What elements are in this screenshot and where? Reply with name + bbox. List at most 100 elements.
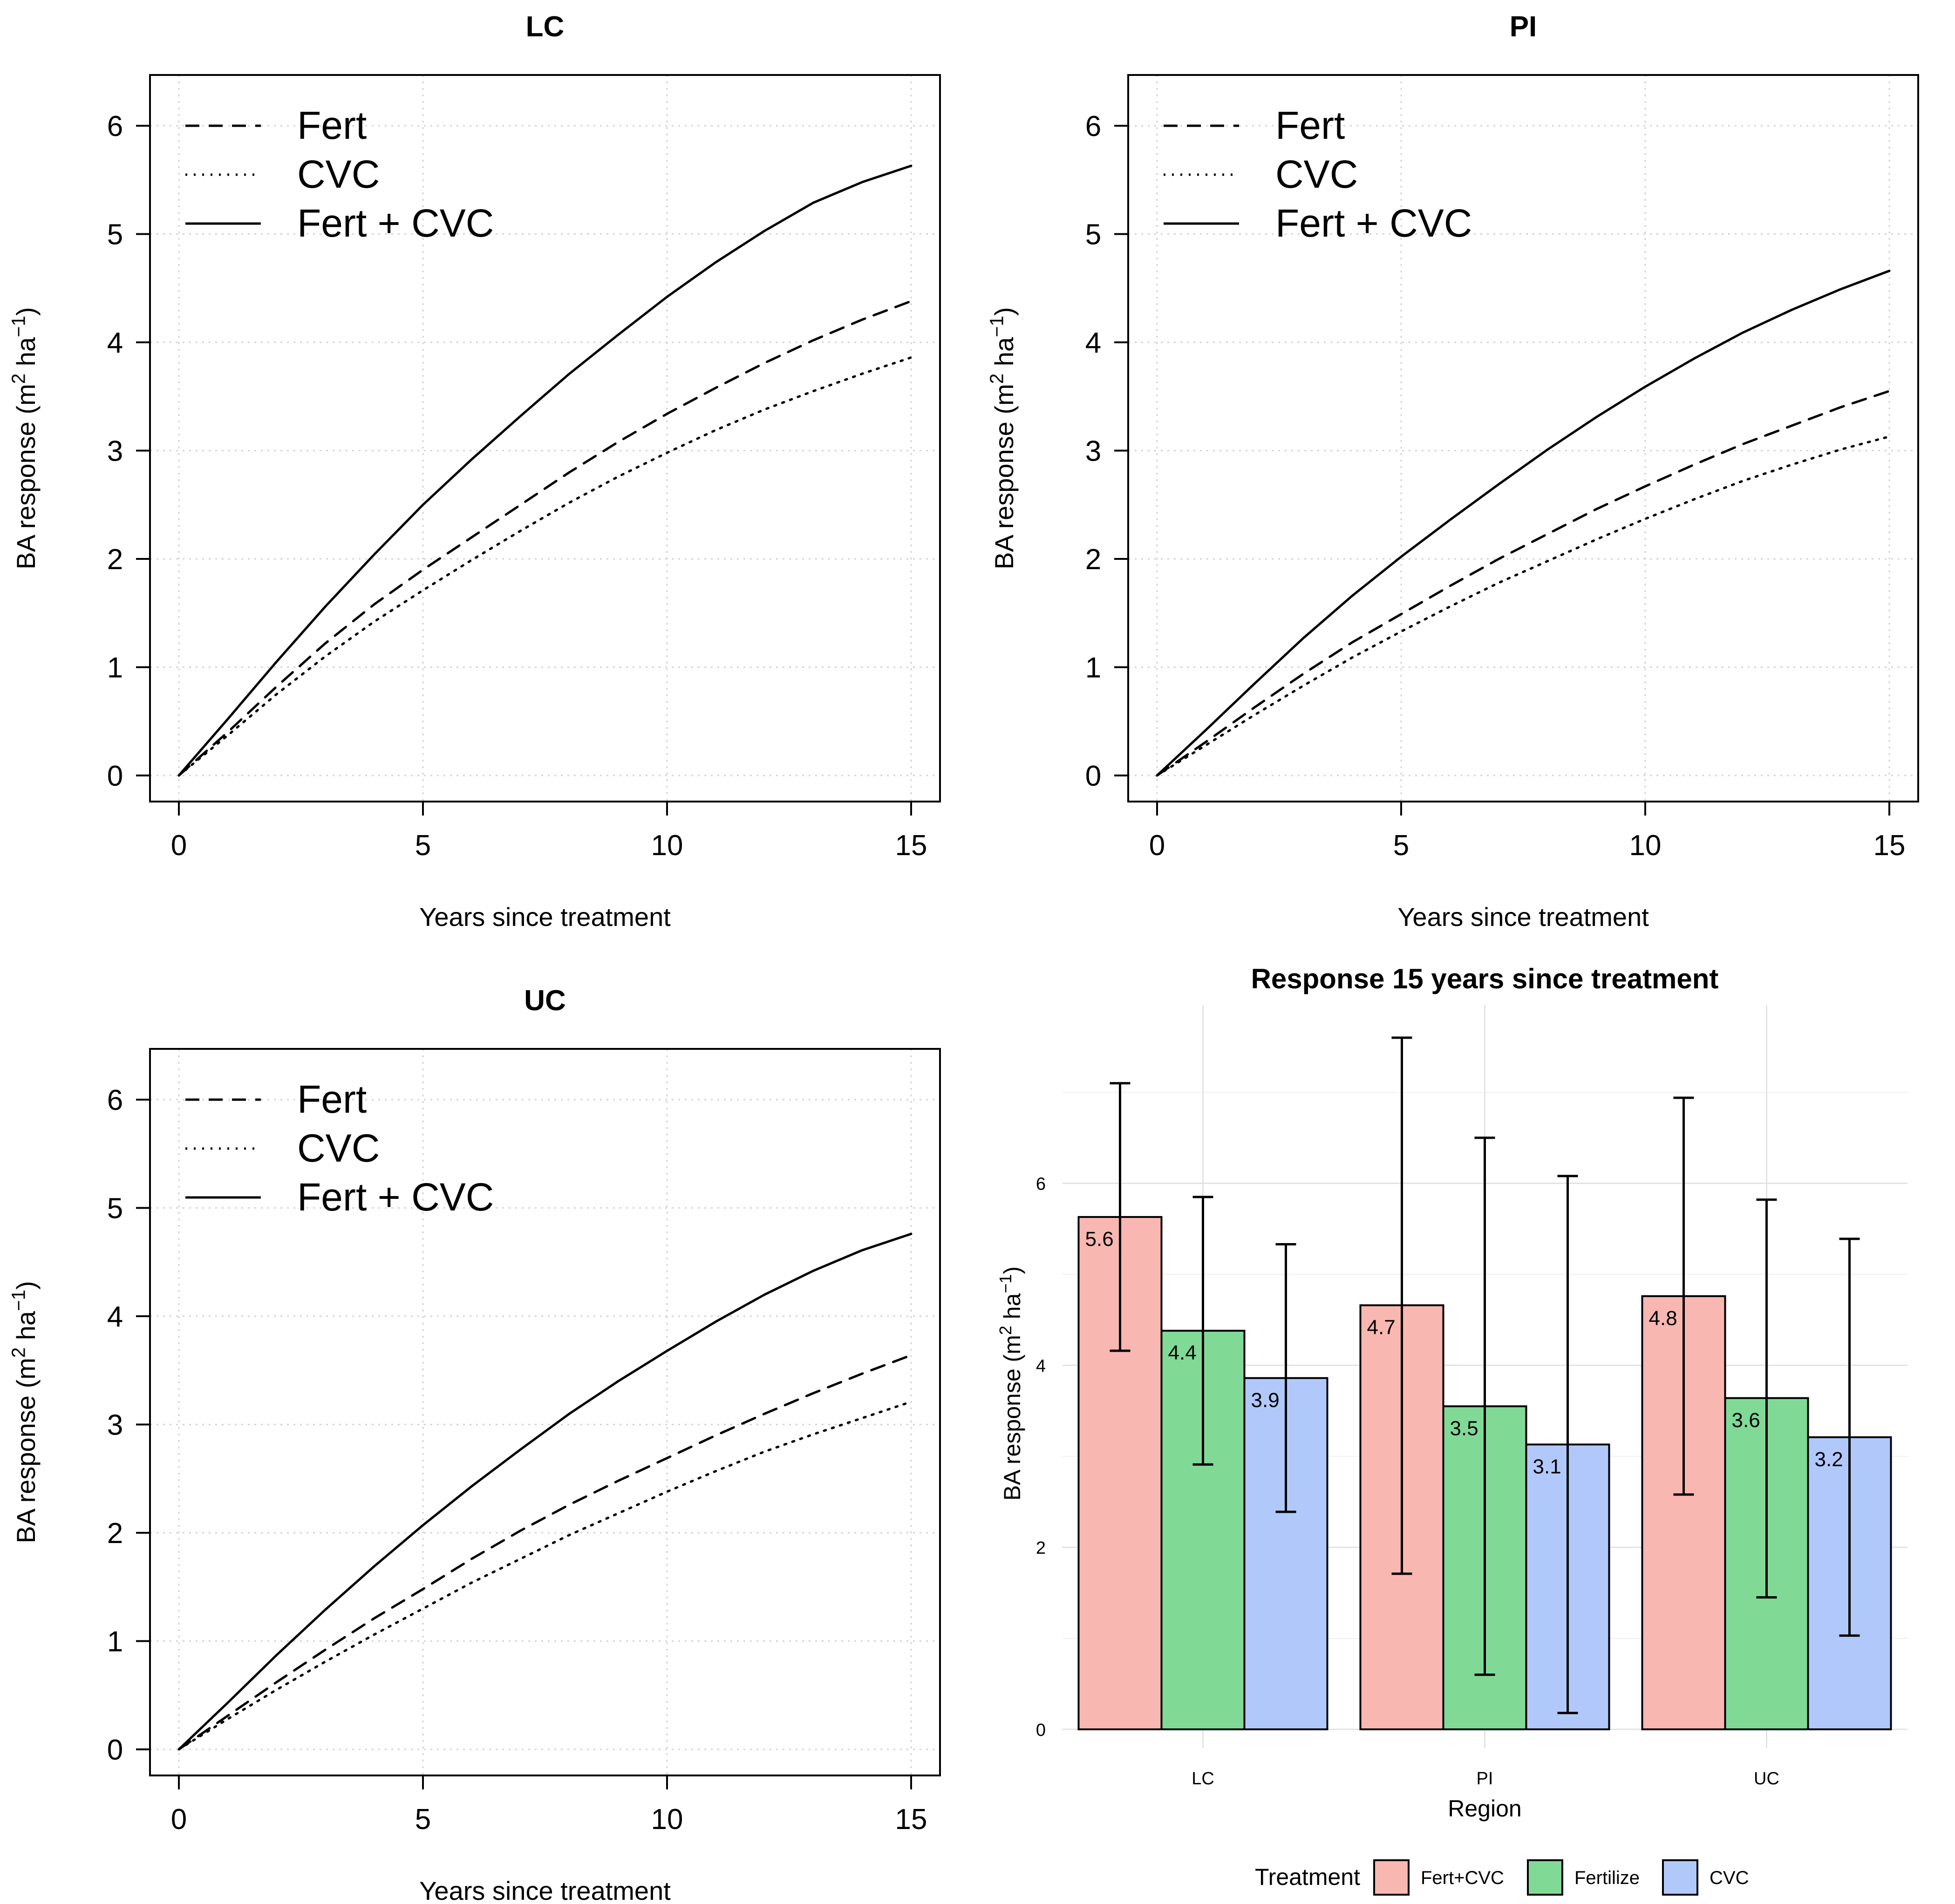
- y-axis-label-part: BA response (m: [999, 1335, 1025, 1501]
- x-tick-label: 5: [1393, 830, 1409, 862]
- x-tick-label: 5: [415, 830, 431, 862]
- series-line-fert: [177, 1354, 913, 1751]
- y-tick-label: 3: [107, 1409, 123, 1442]
- y-tick-label: 4: [1085, 327, 1101, 359]
- legend-label: CVC: [1275, 152, 1358, 196]
- panel-title: Response 15 years since treatment: [1251, 963, 1719, 994]
- legend-label: CVC: [1710, 1868, 1749, 1888]
- error-bar: [1110, 1082, 1131, 1352]
- x-tick-label: 15: [1873, 830, 1906, 862]
- panel-title: PI: [1510, 11, 1537, 43]
- y-tick-label: 3: [107, 435, 123, 468]
- y-tick-label: 5: [107, 219, 123, 251]
- y-tick-label: 2: [107, 1517, 123, 1550]
- legend-label: Fert: [297, 1077, 367, 1121]
- bar-value-label: 3.1: [1533, 1455, 1561, 1478]
- y-tick-label: 6: [107, 110, 123, 143]
- x-tick-label: 5: [415, 1803, 431, 1836]
- y-tick-label: 6: [1036, 1175, 1046, 1194]
- y-axis-label: BA response (m2 ha−1): [996, 1266, 1025, 1501]
- error-bar: [1391, 1036, 1412, 1575]
- error-bar: [1275, 1243, 1296, 1513]
- x-tick-label: 10: [651, 1803, 683, 1836]
- legend-label: Fert+CVC: [1421, 1868, 1504, 1888]
- series-line-fert-cvc: [1156, 270, 1891, 777]
- series-line-fert-cvc: [177, 164, 913, 777]
- legend: Fert CVC Fert + CVC: [1164, 103, 1472, 245]
- y-tick-label: 3: [1085, 435, 1101, 468]
- legend-title: Treatment: [1255, 1864, 1360, 1890]
- y-tick-label: 2: [1085, 544, 1101, 576]
- grid-lines: [1128, 75, 1918, 802]
- y-axis-label-part: BA response (m: [989, 384, 1019, 569]
- bar-value-label: 5.6: [1085, 1228, 1114, 1251]
- y-tick-label: 6: [1085, 110, 1101, 143]
- y-tick-label: 5: [1085, 219, 1101, 251]
- y-axis-label-part: ha: [11, 1311, 41, 1347]
- y-axis-label-part: −1: [996, 1274, 1015, 1293]
- y-tick-label: 0: [107, 1734, 123, 1766]
- legend-key: [1662, 1859, 1698, 1896]
- series-line-cvc: [1156, 435, 1891, 777]
- panel-title: UC: [524, 985, 566, 1017]
- plot-frame: [149, 1048, 941, 1776]
- legend: Fert CVC Fert + CVC: [185, 103, 494, 245]
- y-tick-label: 0: [1036, 1720, 1046, 1740]
- bar-value-label: 4.7: [1367, 1316, 1396, 1339]
- y-axis-label-part: 2: [996, 1326, 1015, 1335]
- x-tick-label: UC: [1754, 1769, 1779, 1788]
- x-tick-label: 0: [171, 830, 187, 862]
- series-line-fert: [177, 300, 913, 777]
- x-tick-label: 0: [1149, 830, 1165, 862]
- error-bar: [1673, 1096, 1694, 1496]
- line-panel-pi: 0 5 10 15 0 1 2 3 4 5 6 PI Years since treatment BA r…: [986, 11, 1919, 932]
- legend-label: Fertilize: [1574, 1868, 1640, 1888]
- legend-label: CVC: [297, 152, 380, 196]
- y-axis-label-part: ): [999, 1266, 1025, 1274]
- y-tick-label: 4: [107, 1301, 123, 1333]
- bar-value-label: 3.6: [1732, 1409, 1760, 1432]
- legend-label: Fert: [1275, 103, 1345, 147]
- y-axis-label-part: −1: [8, 1290, 29, 1311]
- x-axis-label: Region: [1448, 1795, 1521, 1822]
- y-tick-label: 0: [1085, 760, 1101, 792]
- y-tick-label: 1: [107, 1626, 123, 1658]
- y-tick-label: 6: [107, 1084, 123, 1116]
- bar-value-label: 3.5: [1450, 1417, 1478, 1440]
- x-tick-label: PI: [1477, 1769, 1493, 1788]
- legend-key: [1527, 1859, 1563, 1896]
- error-bar: [1557, 1175, 1578, 1714]
- y-axis-label-part: 2: [8, 1347, 29, 1358]
- x-tick-label: 15: [895, 830, 927, 862]
- plot-frame: [149, 74, 941, 802]
- line-panel-lc: 0 5 10 15 0 1 2 3 4 5 6 LC Years since treatment BA r…: [8, 11, 941, 932]
- y-axis-label: BA response (m2 ha−1): [8, 307, 41, 569]
- y-tick-label: 5: [107, 1193, 123, 1225]
- plot-frame: [1127, 74, 1919, 802]
- legend-label: CVC: [297, 1126, 380, 1170]
- y-axis-label: BA response (m2 ha−1): [986, 307, 1019, 569]
- y-axis-label-part: BA response (m: [11, 1358, 41, 1543]
- error-bar: [1756, 1198, 1777, 1599]
- grid-lines: [150, 1049, 940, 1775]
- series-line-fert-cvc: [177, 1232, 913, 1751]
- y-axis-label-part: −1: [986, 316, 1008, 337]
- y-axis-label-part: −1: [8, 316, 29, 337]
- legend-label: Fert: [297, 103, 367, 147]
- legend-label: Fert + CVC: [297, 201, 494, 245]
- y-tick-label: 4: [107, 327, 123, 359]
- x-axis-label: Years since treatment: [419, 902, 671, 932]
- y-axis-label-part: BA response (m: [11, 384, 41, 569]
- y-axis-label-part: ): [989, 307, 1019, 316]
- y-tick-label: 4: [1036, 1356, 1046, 1376]
- legend-key: [1373, 1859, 1410, 1896]
- legend: Treatment Fert+CVC Fertilize CVC: [1255, 1859, 1749, 1896]
- bar-value-label: 3.9: [1251, 1389, 1280, 1412]
- bar-value-label: 3.2: [1815, 1448, 1843, 1471]
- y-axis-label-part: ha: [11, 337, 41, 374]
- legend-label: Fert + CVC: [297, 1175, 494, 1219]
- x-tick-label: 15: [895, 1803, 927, 1836]
- bar-panel: 5.6 4.4 3.9 4.7 3.5 3.1 4.8 3.6 3.2 0 2 4 6 LC PI UC Res…: [996, 963, 1907, 1896]
- y-axis-label-part: ha: [989, 337, 1019, 374]
